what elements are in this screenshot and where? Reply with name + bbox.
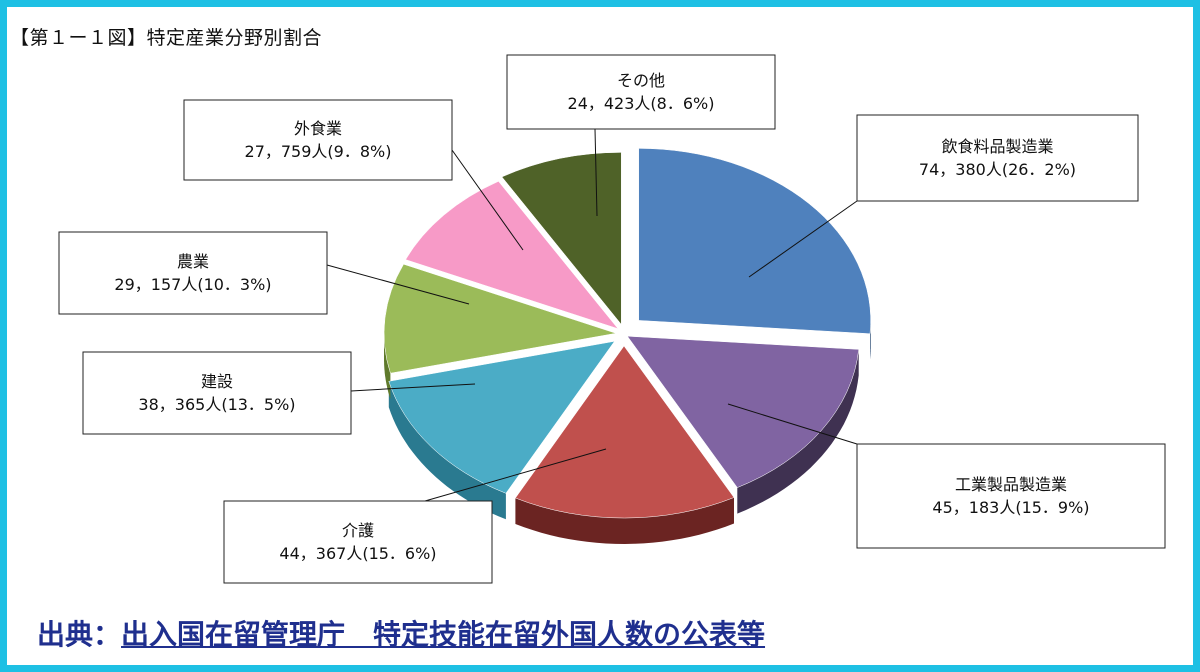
label-box-1 [856, 443, 1166, 549]
label-box-0 [856, 114, 1139, 202]
pie-side-2 [515, 497, 734, 544]
leader-line-5 [451, 149, 524, 251]
slice-label-name-2: 介護 [342, 521, 374, 540]
slice-label-value-0: 74，380人(26．2%) [919, 160, 1076, 179]
pie-slice-1 [626, 335, 859, 488]
slice-label-name-3: 建設 [201, 372, 233, 391]
leader-line-0 [748, 200, 858, 278]
leader-line-3 [350, 383, 476, 392]
label-box-4 [58, 231, 328, 315]
leader-line-2 [424, 448, 607, 502]
pie-chart: 飲食料品製造業 74，380人(26．2%) 工業製品製造業 45，183人(15．9… [58, 54, 1166, 584]
slice-label-name-5: 外食業 [294, 119, 342, 138]
leader-line-6 [594, 128, 598, 217]
pie-slice-2 [515, 345, 735, 519]
pie-labels: 飲食料品製造業 74，380人(26．2%) 工業製品製造業 45，183人(15．9… [58, 54, 1166, 584]
label-box-2 [223, 500, 493, 584]
slice-label-value-1: 45，183人(15．9%) [932, 498, 1089, 517]
pie-slice-6 [501, 152, 622, 326]
slice-label-name-6: その他 [617, 71, 665, 90]
slice-label-value-2: 44，367人(15．6%) [279, 544, 436, 563]
pie-side-1 [737, 349, 859, 514]
pie-slice-5 [405, 180, 619, 330]
leader-line-1 [727, 403, 858, 445]
source-citation: 出典：出入国在留管理庁 特定技能在留外国人数の公表等 [37, 613, 765, 653]
slice-label-name-1: 工業製品製造業 [955, 475, 1067, 494]
pie-slice-3 [388, 340, 616, 494]
figure-title: 【第１ー１図】特定産業分野別割合 [10, 27, 323, 49]
slice-label-value-5: 27，759人(9．8%) [245, 142, 392, 161]
source-link[interactable]: 出入国在留管理庁 特定技能在留外国人数の公表等 [121, 618, 766, 651]
pie-tops [383, 148, 871, 519]
slice-label-name-0: 飲食料品製造業 [941, 137, 1053, 156]
label-box-6 [506, 54, 776, 130]
pie-side-4 [384, 333, 391, 400]
slice-label-name-4: 農業 [177, 252, 209, 271]
label-box-5 [183, 99, 453, 181]
slice-label-value-4: 29，157人(10．3%) [114, 275, 271, 294]
chart-frame: 【第１ー１図】特定産業分野別割合 飲食料品製造業 74，380人(26．2%) 工業… [7, 7, 1193, 665]
pie-slice-0 [638, 148, 871, 334]
slice-label-value-3: 38，365人(13．5%) [138, 395, 295, 414]
leader-line-4 [326, 264, 470, 305]
pie-slice-4 [383, 263, 617, 374]
pie-side-3 [388, 381, 506, 520]
slice-label-value-6: 24，423人(8．6%) [568, 94, 715, 113]
label-box-3 [82, 351, 352, 435]
source-prefix: 出典： [37, 618, 122, 651]
